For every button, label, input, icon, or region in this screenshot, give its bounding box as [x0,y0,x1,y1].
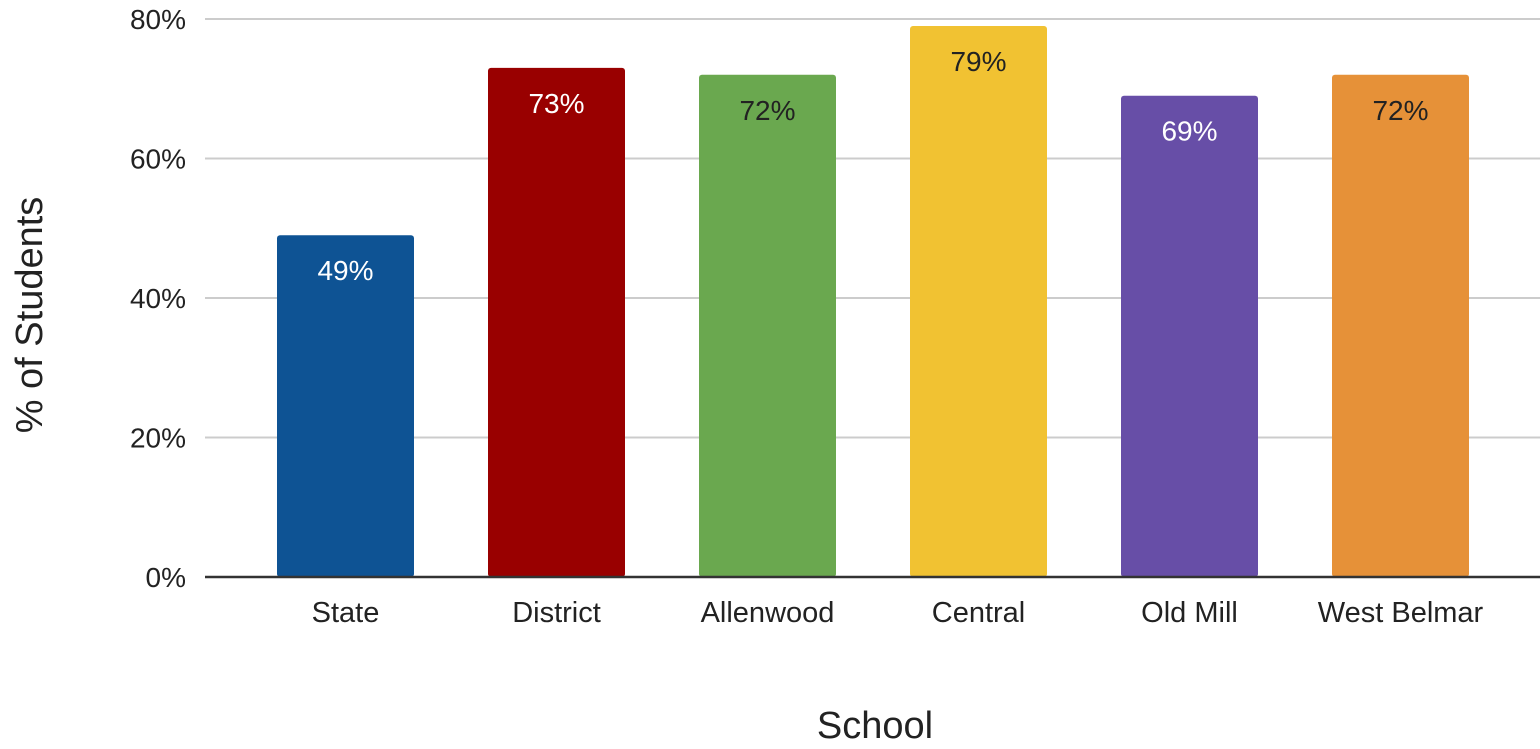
bar-district [488,67,625,577]
bar-old-mill [1121,95,1258,577]
gridlines [205,18,1540,439]
y-tick-label: 40% [130,283,186,314]
data-labels: 49% 73% 72% 79% 69% 72% [317,46,1428,286]
y-tick-label: 80% [130,4,186,35]
y-tick-label: 60% [130,144,186,175]
x-tick-label: Allenwood [701,597,835,629]
x-tick-labels: State District Allenwood Central Old Mill Wes… [312,597,1484,629]
data-label: 72% [739,95,795,126]
data-label: 73% [528,88,584,119]
data-label: 79% [950,46,1006,77]
bar-central [910,25,1047,578]
data-label: 72% [1372,95,1428,126]
x-tick-label: Old Mill [1141,597,1238,629]
x-tick-label: District [512,597,601,629]
y-tick-label: 20% [130,423,186,454]
x-tick-label: Central [932,597,1026,629]
data-label: 49% [317,255,373,286]
bar-allenwood [699,74,836,578]
x-axis-title: School [817,705,933,744]
data-label: 69% [1161,116,1217,147]
bar-west-belmar [1332,74,1469,578]
y-tick-label: 0% [146,562,186,593]
x-tick-label: State [312,597,380,629]
bar-state [277,235,414,577]
x-tick-label: West Belmar [1318,597,1484,629]
y-axis-title: % of Students [9,197,51,434]
bars [205,25,1540,579]
y-tick-labels: 0% 20% 40% 60% 80% [130,4,186,593]
